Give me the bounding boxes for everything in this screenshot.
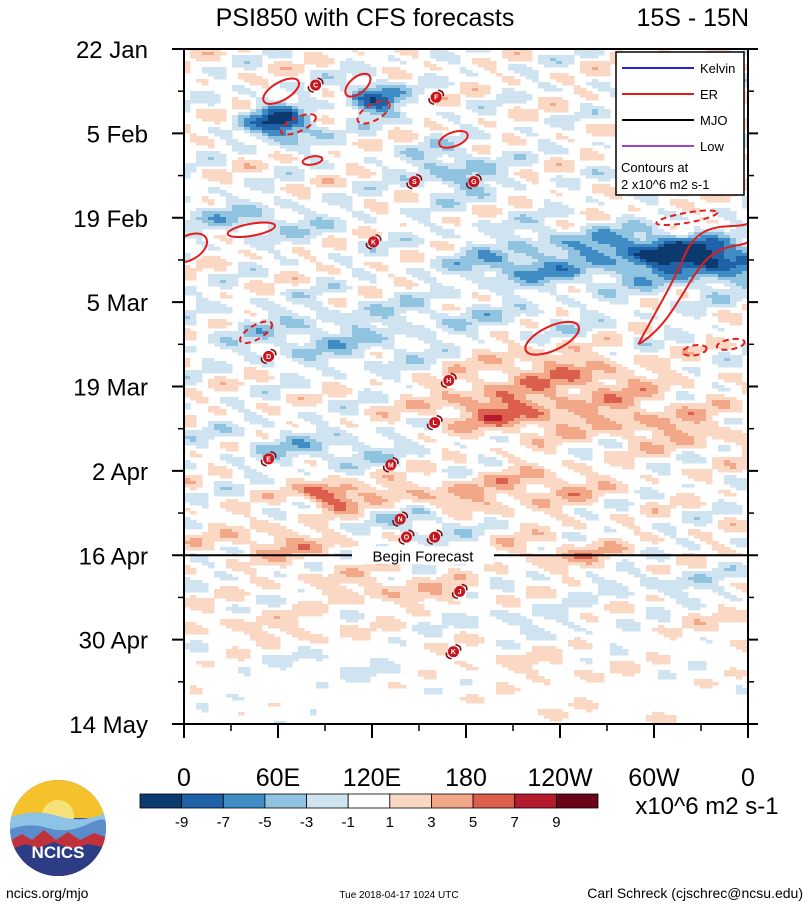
y-tick-label: 19 Feb: [73, 206, 148, 233]
storm-label: N: [398, 517, 403, 524]
colorbar-label: -7: [217, 814, 230, 831]
footer-author: Carl Schreck (cjschrec@ncsu.edu): [587, 885, 803, 901]
storm-marker: L: [426, 414, 443, 431]
legend-label: Low: [700, 139, 724, 154]
storm-markers: C F S G K D H L E M N O L J K: [260, 77, 482, 660]
colorbar-label: -3: [300, 814, 313, 831]
colorbar-segment: [264, 793, 307, 809]
colorbar-segment: [347, 793, 391, 809]
colorbar-label: -9: [175, 814, 188, 831]
footer-timestamp: Tue 2018-04-17 1024 UTC: [339, 890, 458, 901]
storm-marker: K: [365, 234, 382, 250]
colorbar-label: 1: [386, 814, 394, 831]
storm-marker: D: [260, 348, 277, 365]
colorbar-label: -5: [258, 814, 271, 831]
storm-label: L: [433, 420, 438, 427]
storm-label: C: [313, 83, 318, 90]
colorbar-segment: [222, 793, 266, 809]
chart-title: PSI850 with CFS forecasts: [216, 4, 515, 32]
footer-site: ncics.org/mjo: [6, 885, 89, 901]
y-tick-label: 14 May: [69, 712, 148, 739]
storm-marker: F: [428, 89, 445, 106]
storm-label: O: [404, 535, 410, 542]
storm-marker: J: [451, 583, 468, 600]
storm-marker: G: [465, 173, 482, 190]
colorbar-segment: [472, 793, 516, 809]
legend-label: ER: [700, 87, 718, 102]
x-tick-label: 120W: [527, 764, 593, 792]
storm-label: L: [433, 535, 438, 542]
colorbar-label: 3: [427, 814, 435, 831]
storm-marker: N: [392, 511, 409, 527]
y-tick-label: 30 Apr: [79, 628, 148, 655]
y-tick-label: 5 Mar: [87, 290, 148, 317]
storm-label: H: [446, 378, 451, 385]
storm-label: K: [371, 239, 376, 246]
er-contours: [184, 72, 748, 357]
colorbar-segment: [139, 793, 183, 809]
contour-value: 2 x10^6 m2 s-1: [621, 177, 709, 192]
storm-label: K: [451, 649, 456, 656]
x-tick-label: 60W: [628, 764, 680, 792]
y-tick-label: 16 Apr: [79, 543, 148, 570]
storm-marker: L: [426, 529, 443, 545]
x-tick-label: 180: [445, 764, 487, 792]
y-tick-label: 2 Apr: [92, 459, 148, 486]
legend-box: [615, 51, 745, 196]
colorbar: -9 -7 -5 -3 -1 1 3 5 7 9: [139, 793, 599, 831]
storm-marker: K: [445, 643, 462, 660]
colorbar-segment: [389, 793, 432, 809]
storm-marker: E: [260, 451, 277, 467]
colorbar-segment: [514, 793, 557, 809]
colorbar-segment: [431, 793, 474, 809]
axes: 22 Jan 5 Feb 19 Feb 5 Mar 19 Mar 2 Apr 16 Apr 3…: [69, 37, 758, 792]
colorbar-units: x10^6 m2 s-1: [635, 793, 778, 820]
region-label: 15S - 15N: [636, 4, 749, 32]
y-tick-label: 19 Mar: [73, 375, 148, 402]
forecast-label: Begin Forecast: [373, 548, 475, 565]
storm-marker: H: [440, 372, 457, 389]
colorbar-label: 7: [511, 814, 519, 831]
x-tick-label: 0: [177, 764, 191, 792]
storm-label: D: [266, 354, 271, 361]
x-tick-label: 0: [741, 764, 755, 792]
legend: Kelvin ER MJO Low Contours at 2 x10^6 m2 s-1: [615, 51, 745, 196]
legend-label: MJO: [700, 113, 727, 128]
storm-marker: S: [406, 173, 423, 190]
storm-marker: M: [382, 457, 399, 473]
legend-label: Kelvin: [700, 61, 735, 76]
storm-label: S: [412, 179, 417, 186]
storm-label: E: [266, 456, 271, 463]
storm-marker: C: [307, 77, 324, 93]
colorbar-label: -1: [342, 814, 355, 831]
logo-text: NCICS: [32, 843, 85, 862]
colorbar-segment: [306, 793, 349, 809]
y-tick-label: 22 Jan: [76, 37, 148, 64]
x-tick-label: 120E: [343, 764, 401, 792]
y-tick-label: 5 Feb: [87, 121, 148, 148]
storm-marker: O: [398, 529, 415, 545]
x-tick-label: 60E: [256, 764, 300, 792]
storm-label: M: [388, 462, 394, 469]
storm-label: J: [458, 589, 462, 596]
storm-label: G: [471, 179, 477, 186]
colorbar-label: 5: [469, 814, 477, 831]
storm-label: F: [434, 95, 439, 102]
ncics-logo: NCICS: [8, 778, 108, 878]
colorbar-segment: [555, 793, 599, 809]
colorbar-segment: [181, 793, 224, 809]
contour-note: Contours at: [621, 160, 689, 175]
colorbar-label: 9: [552, 814, 560, 831]
